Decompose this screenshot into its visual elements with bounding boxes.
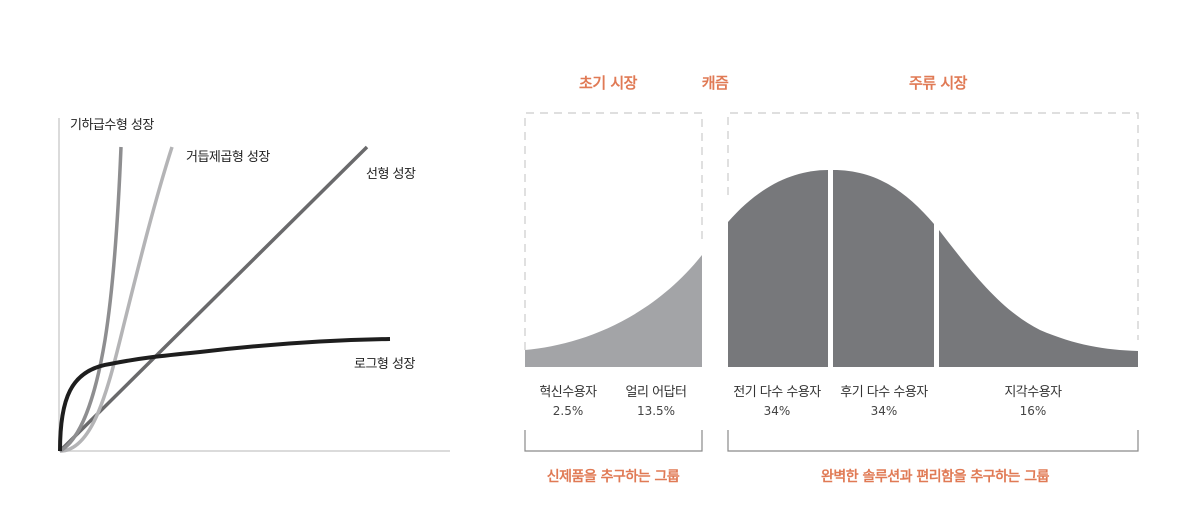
exponential-curve <box>59 146 123 453</box>
growth-curves <box>58 118 450 453</box>
early-majority-segment <box>728 170 828 367</box>
mainstream-market-box <box>727 112 1139 340</box>
segment-percent-late-majority: 34% <box>870 404 898 418</box>
group-label-left: 신제품을 추구하는 그룹 <box>546 469 680 485</box>
log-curve <box>58 337 391 452</box>
segment-percent-early-majority: 34% <box>763 404 791 418</box>
late-majority-segment <box>833 170 934 367</box>
header-early-market: 초기 시장 <box>579 74 637 92</box>
group-label-right: 완벽한 솔루션과 편리함을 추구하는 그룹 <box>821 469 1049 485</box>
segment-label-late-majority: 후기 다수 수용자 <box>840 385 928 400</box>
segment-label-early-majority: 전기 다수 수용자 <box>733 385 821 400</box>
segment-label-innovators: 혁신수용자 <box>539 385 597 400</box>
laggards-segment <box>939 230 1138 367</box>
label-linear: 선형 성장 <box>366 167 416 182</box>
label-log: 로그형 성장 <box>354 357 415 372</box>
segment-percent-laggards: 16% <box>1019 404 1047 418</box>
segment-label-laggards: 지각수용자 <box>1004 385 1062 400</box>
segment-percent-early-adopters: 13.5% <box>636 404 676 418</box>
early-market-box <box>524 112 703 350</box>
label-power: 거듭제곱형 성장 <box>186 150 270 165</box>
early-segment <box>525 255 702 367</box>
segment-percent-innovators: 2.5% <box>552 404 584 418</box>
label-exponential: 기하급수형 성장 <box>70 118 154 133</box>
segment-label-early-adopters: 얼리 어답터 <box>625 385 687 400</box>
right-bracket <box>727 430 1139 452</box>
header-chasm: 캐즘 <box>701 74 729 92</box>
growth-chart: 기하급수형 성장 거듭제곱형 성장 선형 성장 로그형 성장 <box>0 0 480 528</box>
left-bracket <box>524 430 703 452</box>
header-mainstream-market: 주류 시장 <box>909 74 967 92</box>
power-curve <box>59 146 174 453</box>
linear-curve <box>58 145 369 453</box>
